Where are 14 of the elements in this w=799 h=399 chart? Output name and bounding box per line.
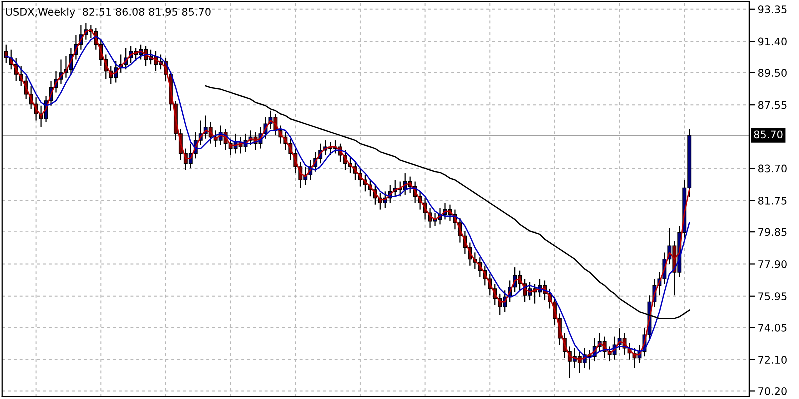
ref-line-label: 85.70 bbox=[754, 130, 783, 139]
y-tick-label: 70.20 bbox=[758, 387, 787, 396]
y-tick-label: 79.85 bbox=[758, 228, 787, 236]
y-tick-label: 77.90 bbox=[758, 260, 787, 268]
y-tick-label: 81.75 bbox=[758, 196, 787, 205]
y-tick-label: 87.55 bbox=[758, 101, 787, 110]
y-tick-label: 75.95 bbox=[758, 292, 787, 301]
y-tick-label: 93.35 bbox=[758, 6, 787, 14]
y-tick-label: 74.05 bbox=[758, 324, 787, 332]
y-tick-label: 72.10 bbox=[758, 356, 787, 364]
text: USDX,Weekly 82.51 86.08 81.95 85.70 bbox=[6, 8, 211, 18]
y-tick-label: 91.40 bbox=[758, 38, 787, 46]
y-tick-label: 83.70 bbox=[758, 164, 787, 173]
y-tick-label: 89.50 bbox=[758, 69, 787, 78]
